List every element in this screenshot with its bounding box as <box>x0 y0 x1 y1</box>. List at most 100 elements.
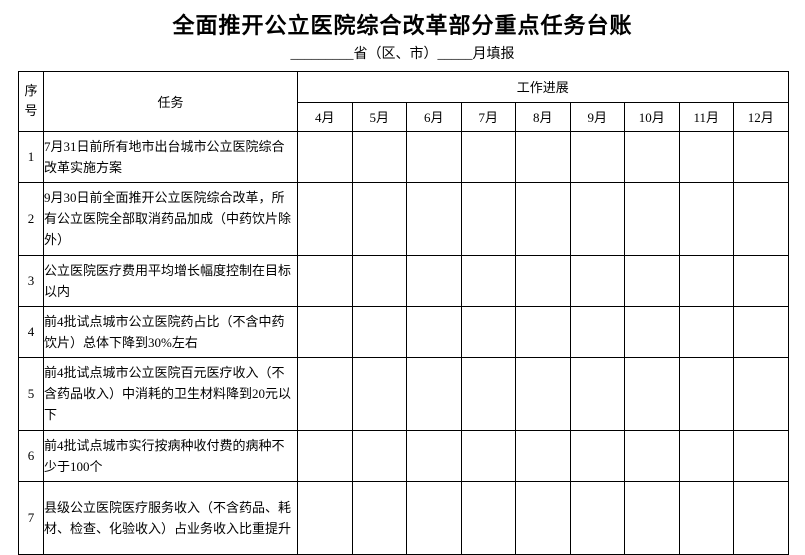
progress-cell-row1-month9[interactable] <box>733 130 789 183</box>
row-sequence-number: 1 <box>18 130 44 183</box>
progress-cell-row4-month8[interactable] <box>678 305 734 358</box>
progress-cell-row4-month7[interactable] <box>624 305 680 358</box>
progress-cell-row5-month8[interactable] <box>678 356 734 431</box>
progress-cell-row6-month2[interactable] <box>351 429 407 482</box>
progress-cell-row3-month6[interactable] <box>569 254 625 307</box>
progress-cell-row3-month8[interactable] <box>678 254 734 307</box>
progress-cell-row6-month5[interactable] <box>515 429 571 482</box>
progress-cell-row5-month3[interactable] <box>406 356 462 431</box>
progress-cell-row3-month1[interactable] <box>297 254 353 307</box>
table-row: 6 前4批试点城市实行按病种收付费的病种不少于100个 <box>18 429 789 482</box>
progress-cell-row6-month6[interactable] <box>569 429 625 482</box>
progress-cell-row5-month2[interactable] <box>351 356 407 431</box>
progress-cell-row1-month8[interactable] <box>678 130 734 183</box>
table-row: 4 前4批试点城市公立医院药占比（不含中药饮片）总体下降到30%左右 <box>18 305 789 358</box>
progress-cell-row6-month1[interactable] <box>297 429 353 482</box>
progress-cell-row1-month4[interactable] <box>460 130 516 183</box>
row-sequence-number: 5 <box>18 356 44 431</box>
progress-cell-row5-month4[interactable] <box>460 356 516 431</box>
progress-cell-row4-month5[interactable] <box>515 305 571 358</box>
table-row: 7 县级公立医院医疗服务收入（不含药品、耗材、检查、化验收入）占业务收入比重提升 <box>18 480 789 555</box>
table-row: 1 7月31日前所有地市出台城市公立医院综合改革实施方案 <box>18 130 789 183</box>
row-task-description: 7月31日前所有地市出台城市公立医院综合改革实施方案 <box>43 130 298 183</box>
progress-cell-row7-month7[interactable] <box>624 480 680 555</box>
row-task-description: 9月30日前全面推开公立医院综合改革，所有公立医院全部取消药品加成（中药饮片除外… <box>43 181 298 256</box>
progress-cell-row3-month5[interactable] <box>515 254 571 307</box>
progress-cell-row1-month5[interactable] <box>515 130 571 183</box>
table-body: 1 7月31日前所有地市出台城市公立医院综合改革实施方案 2 9月30日前全面推开公立… <box>18 130 789 555</box>
document-subtitle: _________省（区、市）_____月填报 <box>290 46 515 62</box>
progress-cell-row1-month7[interactable] <box>624 130 680 183</box>
column-header-month-3: 6月 <box>406 101 462 132</box>
task-ledger-table: 序号 任务 工作进展 4月 5月 6月 7月 8月 9月 10月 11月 12月 1 7月31日前… <box>18 70 789 555</box>
column-header-sequence: 序号 <box>18 70 44 132</box>
progress-cell-row1-month6[interactable] <box>569 130 625 183</box>
progress-cell-row3-month7[interactable] <box>624 254 680 307</box>
column-header-task: 任务 <box>43 70 298 132</box>
column-header-progress: 工作进展 <box>297 70 789 103</box>
progress-cell-row2-month4[interactable] <box>460 181 516 256</box>
progress-cell-row2-month7[interactable] <box>624 181 680 256</box>
progress-cell-row3-month3[interactable] <box>406 254 462 307</box>
progress-cell-row6-month8[interactable] <box>678 429 734 482</box>
progress-cell-row7-month4[interactable] <box>460 480 516 555</box>
progress-cell-row3-month2[interactable] <box>351 254 407 307</box>
progress-cell-row2-month6[interactable] <box>569 181 625 256</box>
progress-cell-row5-month9[interactable] <box>733 356 789 431</box>
progress-cell-row4-month3[interactable] <box>406 305 462 358</box>
progress-cell-row4-month6[interactable] <box>569 305 625 358</box>
progress-cell-row7-month1[interactable] <box>297 480 353 555</box>
progress-cell-row7-month9[interactable] <box>733 480 789 555</box>
progress-cell-row2-month1[interactable] <box>297 181 353 256</box>
header-row-top: 序号 任务 工作进展 <box>18 70 789 132</box>
row-sequence-number: 2 <box>18 181 44 256</box>
progress-cell-row2-month8[interactable] <box>678 181 734 256</box>
progress-cell-row7-month6[interactable] <box>569 480 625 555</box>
progress-cell-row4-month1[interactable] <box>297 305 353 358</box>
progress-cell-row7-month8[interactable] <box>678 480 734 555</box>
column-header-month-5: 8月 <box>515 101 571 132</box>
progress-cell-row1-month1[interactable] <box>297 130 353 183</box>
row-sequence-number: 4 <box>18 305 44 358</box>
page-title: 全面推开公立医院综合改革部分重点任务台账 <box>172 13 633 38</box>
table-row: 2 9月30日前全面推开公立医院综合改革，所有公立医院全部取消药品加成（中药饮片除… <box>18 181 789 256</box>
progress-cell-row1-month2[interactable] <box>351 130 407 183</box>
row-task-description: 前4批试点城市公立医院药占比（不含中药饮片）总体下降到30%左右 <box>43 305 298 358</box>
row-sequence-number: 7 <box>18 480 44 555</box>
progress-cell-row5-month5[interactable] <box>515 356 571 431</box>
progress-cell-row7-month5[interactable] <box>515 480 571 555</box>
progress-cell-row3-month9[interactable] <box>733 254 789 307</box>
progress-cell-row6-month9[interactable] <box>733 429 789 482</box>
progress-cell-row4-month2[interactable] <box>351 305 407 358</box>
progress-cell-row5-month7[interactable] <box>624 356 680 431</box>
progress-cell-row3-month4[interactable] <box>460 254 516 307</box>
progress-cell-row7-month3[interactable] <box>406 480 462 555</box>
progress-cell-row2-month9[interactable] <box>733 181 789 256</box>
progress-cell-row6-month7[interactable] <box>624 429 680 482</box>
progress-cell-row2-month2[interactable] <box>351 181 407 256</box>
column-header-month-4: 7月 <box>460 101 516 132</box>
progress-cell-row4-month9[interactable] <box>733 305 789 358</box>
column-header-month-8: 11月 <box>678 101 734 132</box>
table-row: 3 公立医院医疗费用平均增长幅度控制在目标以内 <box>18 254 789 307</box>
progress-cell-row6-month3[interactable] <box>406 429 462 482</box>
progress-cell-row4-month4[interactable] <box>460 305 516 358</box>
progress-cell-row2-month5[interactable] <box>515 181 571 256</box>
column-header-month-1: 4月 <box>297 101 353 132</box>
ledger-table-wrapper: 序号 任务 工作进展 4月 5月 6月 7月 8月 9月 10月 11月 12月 1 7月31日前… <box>18 70 789 555</box>
table-header: 序号 任务 工作进展 4月 5月 6月 7月 8月 9月 10月 11月 12月 <box>18 70 789 132</box>
table-row: 5 前4批试点城市公立医院百元医疗收入（不含药品收入）中消耗的卫生材料降到20元以… <box>18 356 789 431</box>
column-header-month-7: 10月 <box>624 101 680 132</box>
header-row-months: 4月 5月 6月 7月 8月 9月 10月 11月 12月 <box>19 101 789 132</box>
progress-cell-row1-month3[interactable] <box>406 130 462 183</box>
column-header-month-9: 12月 <box>733 101 789 132</box>
document-page: 全面推开公立医院综合改革部分重点任务台账 _________省（区、市）____… <box>0 12 805 555</box>
row-task-description: 前4批试点城市公立医院百元医疗收入（不含药品收入）中消耗的卫生材料降到20元以下 <box>43 356 298 431</box>
progress-cell-row5-month6[interactable] <box>569 356 625 431</box>
progress-cell-row5-month1[interactable] <box>297 356 353 431</box>
row-sequence-number: 6 <box>18 429 44 482</box>
row-task-description: 公立医院医疗费用平均增长幅度控制在目标以内 <box>43 254 298 307</box>
progress-cell-row2-month3[interactable] <box>406 181 462 256</box>
progress-cell-row6-month4[interactable] <box>460 429 516 482</box>
progress-cell-row7-month2[interactable] <box>351 480 407 555</box>
